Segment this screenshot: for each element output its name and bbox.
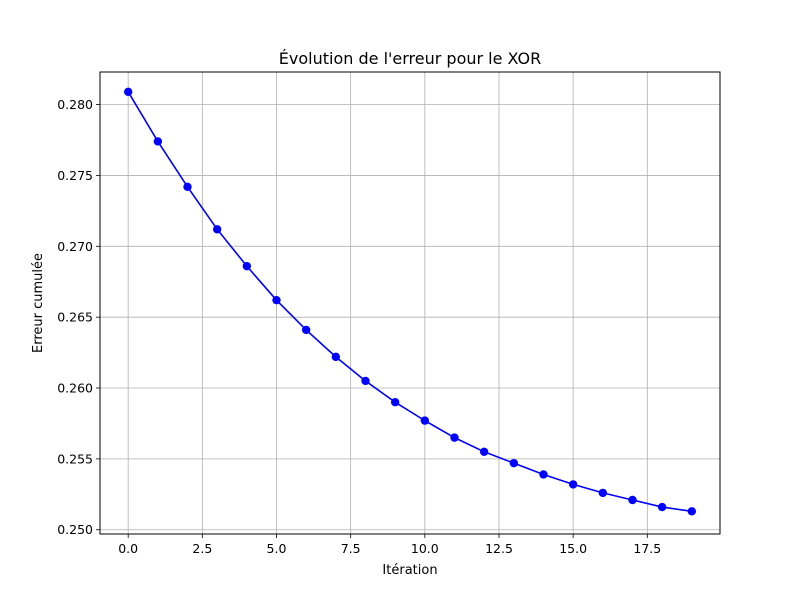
y-tick-label: 0.265 <box>57 310 93 325</box>
data-point <box>687 507 697 516</box>
x-axis-label: Itération <box>382 563 437 578</box>
y-tick-label: 0.270 <box>57 239 93 254</box>
plot-frame <box>99 71 721 535</box>
y-axis-label: Erreur cumulée <box>31 253 46 353</box>
y-tick-label: 0.260 <box>57 381 93 396</box>
data-point <box>539 470 548 479</box>
data-point <box>361 376 370 386</box>
data-point <box>450 433 459 442</box>
x-tick-label: 15.0 <box>559 541 587 556</box>
chart-title: Évolution de l'erreur pour le XOR <box>279 49 541 68</box>
y-tick-label: 0.275 <box>57 168 93 183</box>
data-point <box>628 495 637 505</box>
x-tick-label: 12.5 <box>485 541 513 556</box>
x-tick-label: 7.5 <box>341 541 361 556</box>
series-line <box>127 91 692 513</box>
data-point <box>272 295 281 305</box>
data-series <box>123 87 697 516</box>
x-tick-label: 17.5 <box>633 541 661 556</box>
y-tick-label: 0.255 <box>57 451 93 466</box>
data-point <box>331 352 341 362</box>
data-point <box>242 261 252 271</box>
data-point <box>420 416 430 425</box>
y-axis-ticks: 0.250 0.255 0.260 0.265 0.270 0.275 0.280 <box>57 97 100 537</box>
y-tick-label: 0.250 <box>57 522 93 537</box>
data-point <box>183 182 192 191</box>
x-axis-ticks: 0.0 2.5 5.0 7.5 10.0 12.5 15.0 17.5 <box>118 534 661 556</box>
x-tick-label: 5.0 <box>267 541 287 556</box>
data-point <box>123 87 133 97</box>
x-tick-label: 10.0 <box>411 541 439 556</box>
data-point <box>509 458 519 468</box>
x-tick-label: 2.5 <box>192 541 212 556</box>
y-tick-label: 0.280 <box>57 97 93 112</box>
data-point <box>568 480 578 489</box>
data-point <box>657 502 667 512</box>
data-point <box>479 447 489 457</box>
data-point <box>153 137 163 146</box>
data-point <box>301 325 311 335</box>
grid-lines <box>100 72 720 534</box>
data-point <box>390 398 400 407</box>
data-point <box>212 225 222 234</box>
x-tick-label: 0.0 <box>118 541 138 556</box>
data-point <box>598 488 608 498</box>
